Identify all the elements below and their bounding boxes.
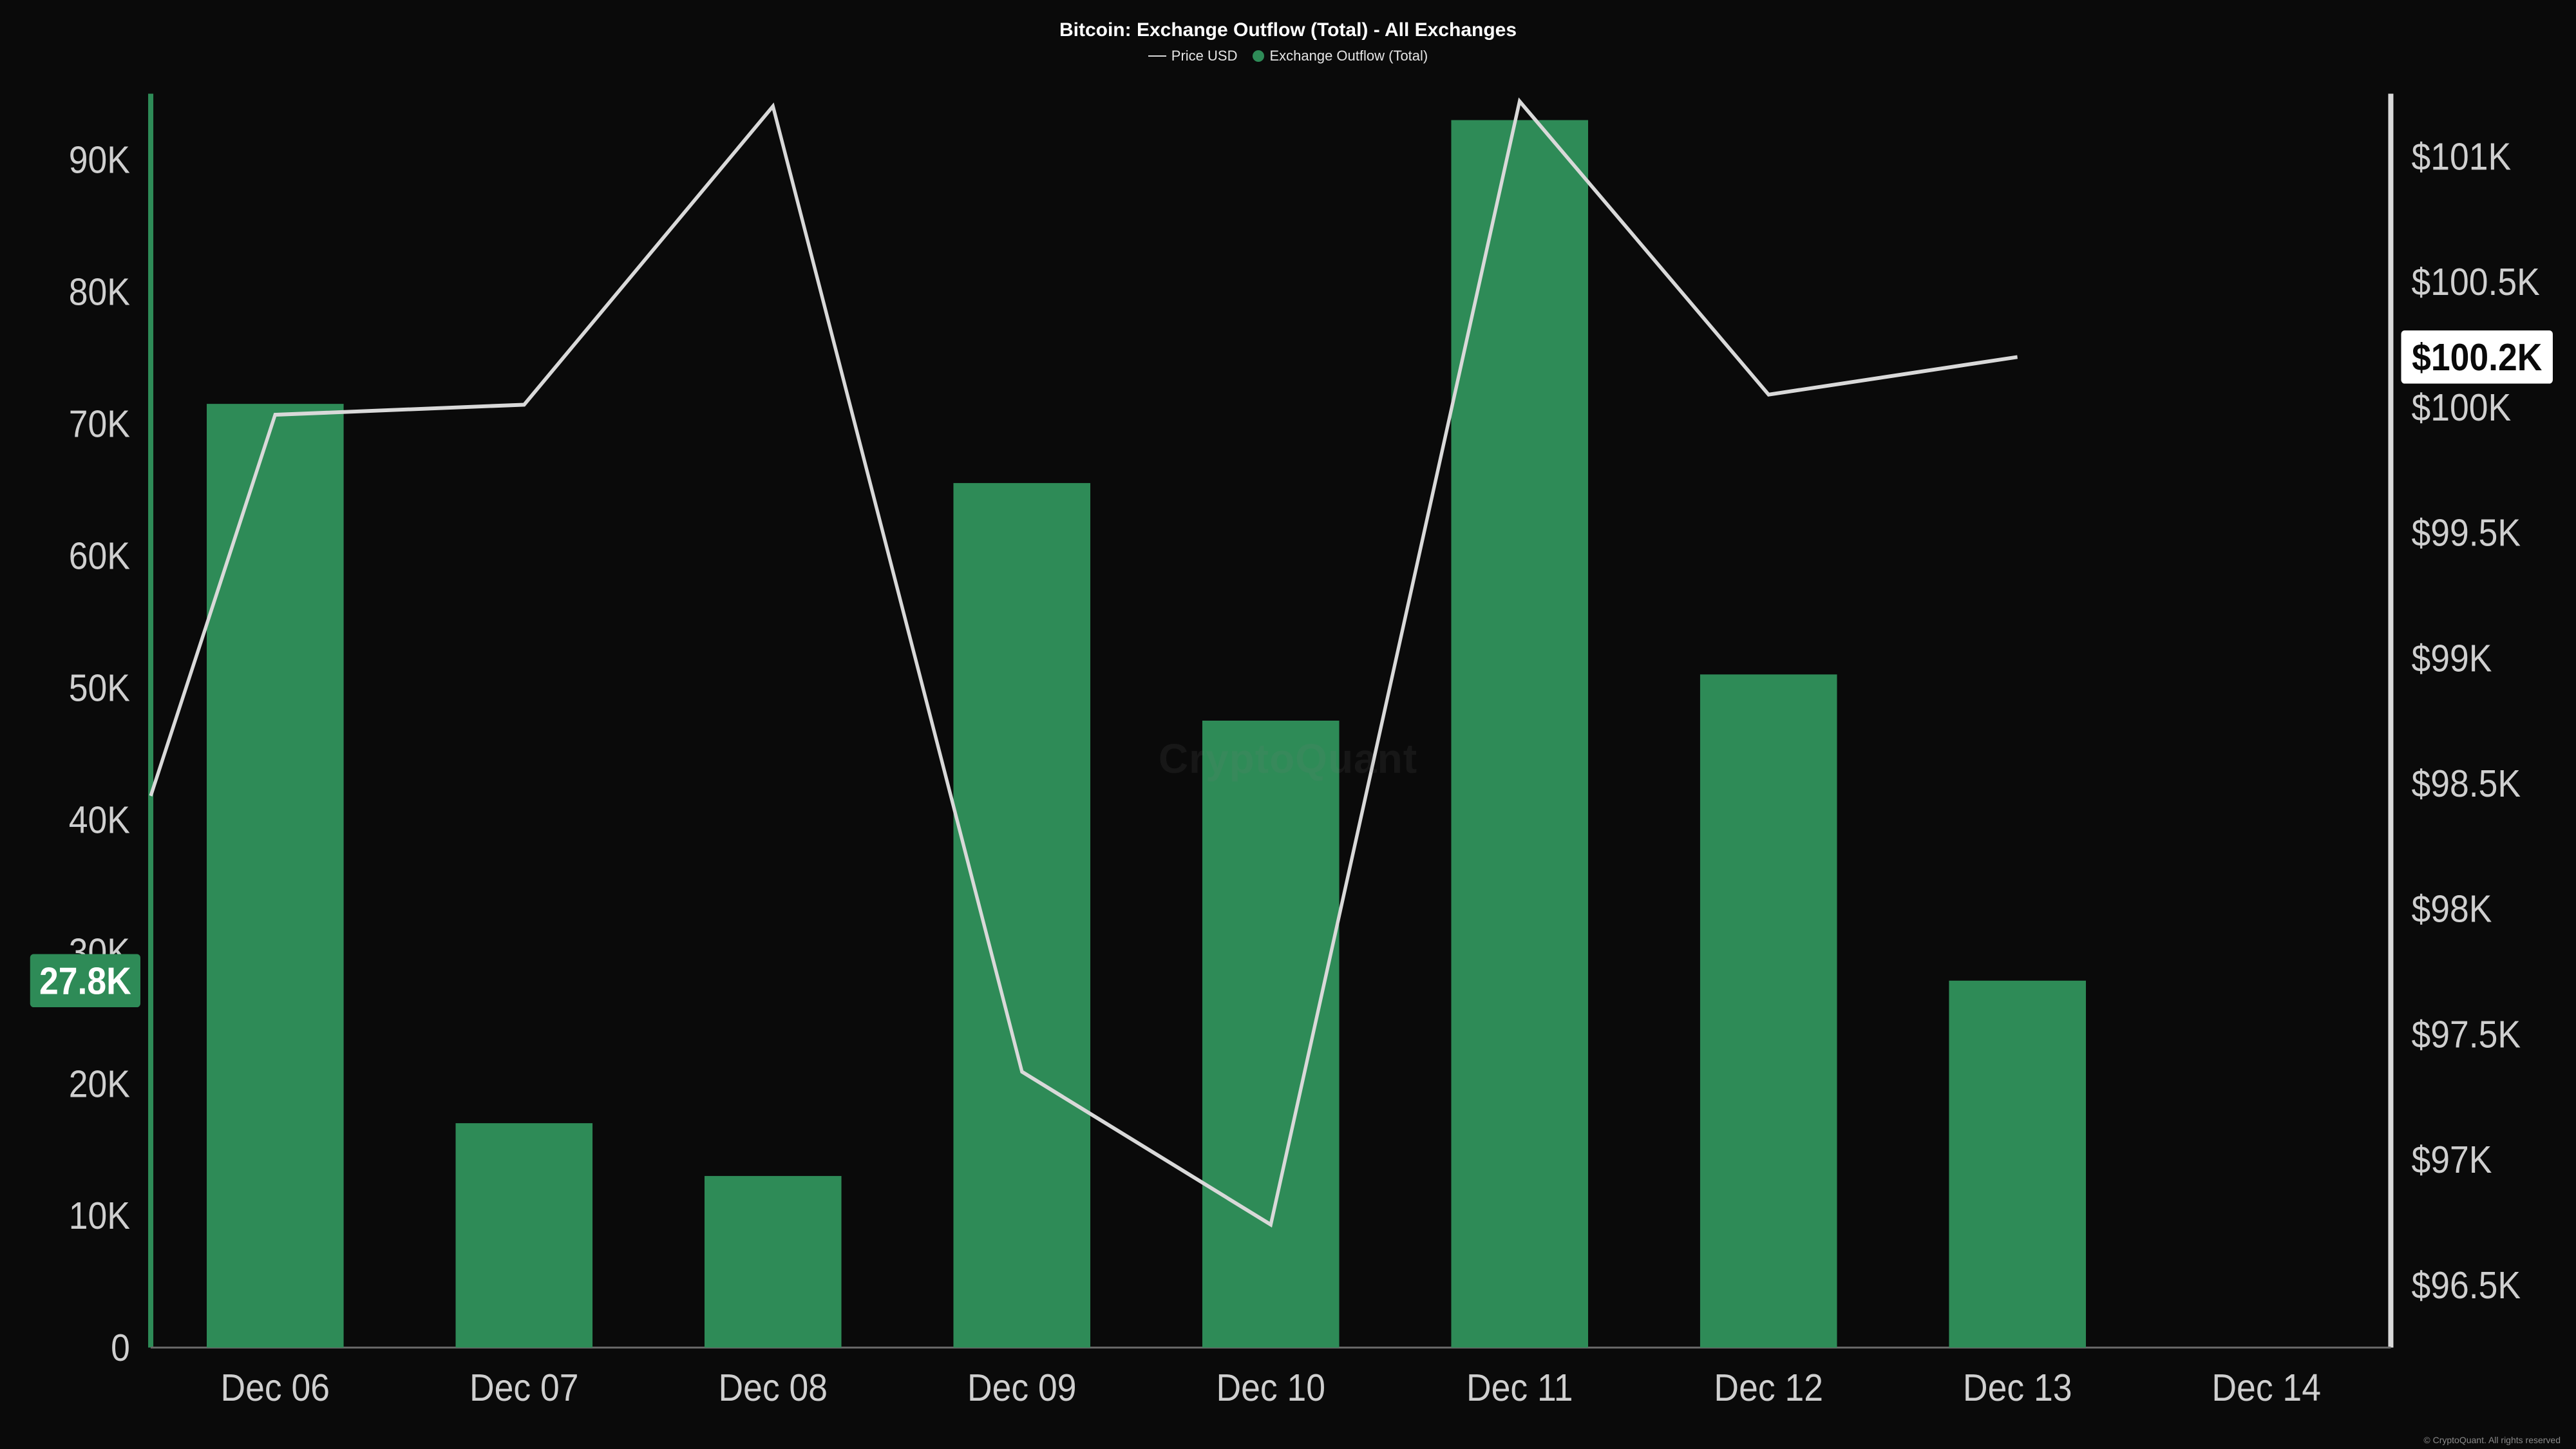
svg-text:Dec 07: Dec 07: [469, 1367, 579, 1409]
svg-text:90K: 90K: [69, 138, 130, 181]
svg-text:Dec 10: Dec 10: [1216, 1367, 1325, 1409]
svg-text:$100K: $100K: [2412, 386, 2512, 428]
copyright-text: © CryptoQuant. All rights reserved: [2423, 1435, 2561, 1445]
svg-text:60K: 60K: [69, 535, 130, 577]
svg-text:Dec 11: Dec 11: [1466, 1367, 1573, 1409]
svg-text:$100.2K: $100.2K: [2412, 336, 2543, 379]
svg-text:0: 0: [111, 1327, 130, 1369]
chart-svg: 010K20K30K40K50K60K70K80K90K$96.5K$97K$9…: [13, 75, 2563, 1443]
svg-text:50K: 50K: [69, 667, 130, 709]
chart-title: Bitcoin: Exchange Outflow (Total) - All …: [13, 19, 2563, 41]
legend-bar-swatch: [1253, 50, 1264, 62]
svg-text:Dec 06: Dec 06: [221, 1367, 330, 1409]
svg-text:$101K: $101K: [2412, 135, 2512, 178]
svg-text:$96.5K: $96.5K: [2412, 1264, 2521, 1306]
svg-text:$97.5K: $97.5K: [2412, 1013, 2521, 1056]
svg-text:27.8K: 27.8K: [39, 960, 131, 1002]
svg-text:$99K: $99K: [2412, 637, 2492, 679]
svg-text:$98.5K: $98.5K: [2412, 762, 2521, 805]
svg-text:20K: 20K: [69, 1063, 130, 1105]
svg-text:Dec 14: Dec 14: [2211, 1367, 2321, 1409]
svg-text:$99.5K: $99.5K: [2412, 511, 2521, 554]
svg-text:80K: 80K: [69, 270, 130, 313]
svg-text:70K: 70K: [69, 402, 130, 445]
chart-container: Bitcoin: Exchange Outflow (Total) - All …: [0, 0, 2576, 1449]
svg-text:Dec 13: Dec 13: [1963, 1367, 2072, 1409]
svg-text:Dec 09: Dec 09: [967, 1367, 1077, 1409]
legend-item-bar: Exchange Outflow (Total): [1253, 48, 1428, 64]
legend-line-swatch: [1148, 55, 1166, 57]
legend-bar-label: Exchange Outflow (Total): [1269, 48, 1428, 64]
svg-text:$97K: $97K: [2412, 1139, 2492, 1181]
svg-text:10K: 10K: [69, 1195, 130, 1237]
svg-text:Dec 08: Dec 08: [719, 1367, 828, 1409]
svg-text:40K: 40K: [69, 799, 130, 841]
svg-text:$100.5K: $100.5K: [2412, 261, 2540, 303]
legend-item-line: Price USD: [1148, 48, 1238, 64]
plot-area: CryptoQuant 010K20K30K40K50K60K70K80K90K…: [13, 75, 2563, 1443]
svg-text:Dec 12: Dec 12: [1714, 1367, 1823, 1409]
svg-text:$98K: $98K: [2412, 887, 2492, 930]
legend-line-label: Price USD: [1171, 48, 1238, 64]
chart-legend: Price USD Exchange Outflow (Total): [13, 48, 2563, 64]
